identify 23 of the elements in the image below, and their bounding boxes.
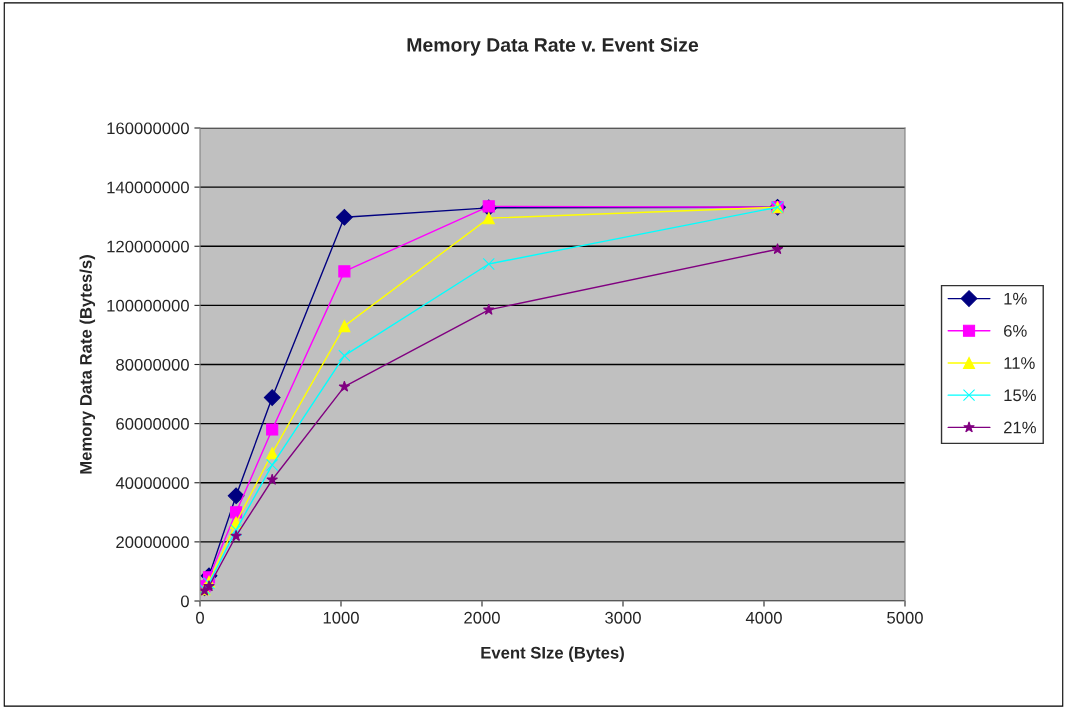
x-tick-label: 5000 [887,611,923,624]
y-tick-label: 20000000 [116,536,189,549]
x-tick-label: 4000 [745,611,782,624]
x-tick-label: 2000 [464,611,500,624]
legend-label: 11% [1004,357,1035,369]
legend-label: 6% [1004,324,1027,337]
legend-label: 1% [1004,292,1027,305]
y-tick-label: 100000000 [107,299,189,312]
chart-title: Memory Data Rate v. Event Size [407,37,699,56]
x-tick-label: 3000 [605,611,641,624]
y-tick-label: 160000000 [107,122,189,135]
y-tick-label: 120000000 [107,240,189,253]
y-tick-label: 40000000 [115,477,189,489]
y-tick-label: 60000000 [116,418,189,430]
y-tick-label: 0 [180,595,189,608]
legend-label: 15% [1004,389,1036,402]
y-axis-title: Memory Data Rate (Bytes/s) [79,255,96,474]
x-axis-title: Event SIze (Bytes) [481,646,624,662]
y-tick-label: 140000000 [107,181,189,194]
y-tick-label: 80000000 [116,358,189,371]
legend-label: 21% [1004,421,1036,434]
x-tick-label: 1000 [323,611,359,624]
x-tick-label: 0 [196,611,204,624]
